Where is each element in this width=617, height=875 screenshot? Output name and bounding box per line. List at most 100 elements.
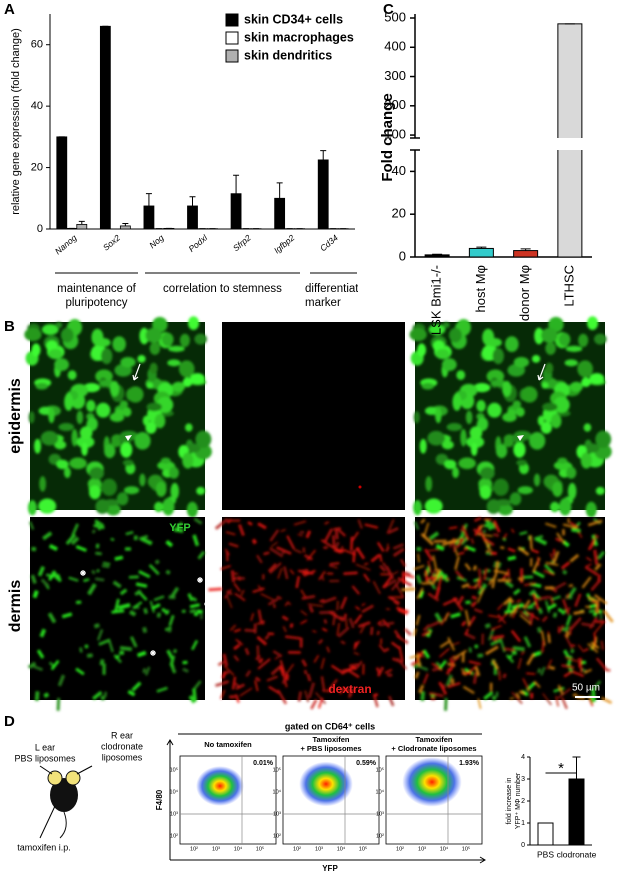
- cell: [56, 459, 69, 470]
- row-label: dermis: [7, 580, 24, 633]
- vessel: [567, 606, 571, 613]
- vessel: [519, 610, 531, 620]
- cell: [500, 640, 506, 653]
- cell: [435, 348, 450, 360]
- vessel: [333, 541, 340, 551]
- vessel: [244, 647, 250, 656]
- x-tick-label: 10⁴: [440, 845, 449, 852]
- cell: [38, 406, 52, 415]
- error-bar: [572, 756, 581, 779]
- cell: [34, 438, 42, 454]
- vessel: [373, 692, 379, 697]
- vessel: [396, 634, 405, 642]
- arrowhead: [517, 435, 524, 441]
- vessel: [553, 581, 567, 591]
- x-tick-label: 10²: [293, 846, 301, 852]
- vessel: [402, 570, 412, 576]
- vessel: [593, 534, 600, 539]
- mouse-ear: [47, 770, 63, 786]
- vessel: [353, 613, 363, 625]
- vessel: [343, 571, 358, 576]
- cell: [476, 400, 486, 412]
- cell: [122, 407, 132, 417]
- x-tick-label: 10⁵: [256, 845, 264, 852]
- vessel: [272, 650, 283, 658]
- vessel: [229, 624, 237, 632]
- vessel: [266, 675, 278, 682]
- cell: [512, 645, 525, 652]
- vessel: [531, 548, 540, 554]
- cell: [594, 333, 607, 345]
- y-axis-title: Fold change: [379, 93, 396, 181]
- cell: [67, 370, 77, 380]
- vessel: [269, 547, 284, 558]
- vessel: [445, 664, 455, 676]
- vessel: [561, 664, 575, 669]
- cell: [156, 612, 162, 618]
- vessel: [449, 655, 456, 660]
- cell: [464, 667, 474, 676]
- cell: [537, 668, 542, 674]
- error-bar: [520, 248, 531, 251]
- cell: [552, 481, 563, 497]
- vessel: [473, 608, 483, 614]
- cell: [57, 674, 66, 687]
- cell: [105, 503, 121, 516]
- cell: [444, 459, 457, 470]
- vessel: [600, 640, 605, 651]
- condition-label: No tamoxifen: [204, 740, 252, 749]
- cell: [193, 517, 203, 525]
- vessel: [282, 625, 287, 633]
- error-bar: [233, 174, 240, 194]
- vessel: [318, 570, 326, 581]
- y-tick-label: 10⁵: [376, 766, 384, 773]
- cell: [533, 473, 541, 487]
- cell: [93, 623, 100, 629]
- cell: [149, 341, 161, 355]
- vessel: [472, 565, 478, 571]
- cell: [570, 648, 575, 654]
- vessel: [587, 643, 599, 653]
- vessel: [490, 551, 497, 556]
- panel-label: B: [4, 318, 15, 335]
- vessel: [447, 637, 456, 651]
- vessel: [431, 662, 443, 672]
- cell: [435, 543, 445, 552]
- cell: [502, 412, 517, 422]
- vessel: [557, 624, 565, 634]
- cell: [512, 400, 522, 409]
- vessel: [378, 644, 386, 653]
- vessel: [383, 579, 397, 589]
- y-tick-label: 300: [384, 68, 406, 83]
- asterisk: [80, 570, 86, 576]
- x-tick-label: Igfbp2: [272, 232, 297, 255]
- group-label: marker: [305, 297, 341, 309]
- y-tick-label: 10⁵: [273, 766, 281, 773]
- vessel: [526, 653, 535, 666]
- vessel: [387, 526, 399, 535]
- cell: [156, 686, 168, 693]
- vessel: [532, 593, 540, 610]
- vessel: [522, 677, 531, 692]
- y-tick-label: 10²: [376, 833, 384, 839]
- vessel: [293, 520, 307, 526]
- cell: [563, 627, 569, 633]
- cell: [504, 580, 514, 589]
- vessel: [324, 521, 330, 525]
- asterisk: [204, 601, 210, 607]
- y-tick-label: 0: [521, 842, 525, 849]
- cell: [48, 543, 58, 552]
- vessel: [276, 595, 283, 600]
- vessel: [593, 633, 597, 646]
- vessel: [428, 620, 441, 628]
- cell: [137, 354, 146, 363]
- vessel: [392, 547, 405, 557]
- cell: [76, 410, 84, 425]
- cell: [533, 534, 544, 541]
- cell: [584, 443, 600, 453]
- vessel: [306, 549, 317, 561]
- cell: [552, 612, 558, 618]
- cell: [588, 609, 596, 614]
- cell: [589, 373, 605, 384]
